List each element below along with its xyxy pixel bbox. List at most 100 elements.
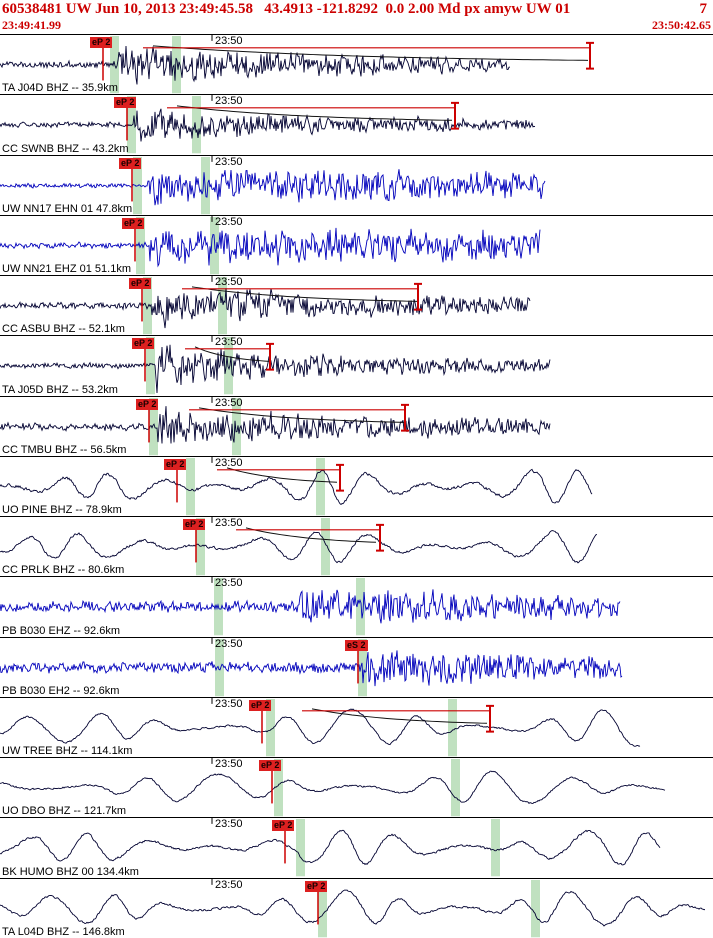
trace-panel[interactable]: 23:50 PB B030 EHZ -- 92.6km [0,576,713,637]
phase-pick-flag[interactable]: eP 2 [272,820,295,832]
trace-panel[interactable]: 23:50 eP 2 UW NN17 EHN 01 47.8km [0,154,713,215]
station-label: TA L04D BHZ -- 146.8km [2,925,125,938]
minute-tick-label: 23:50 [215,215,243,228]
trace-list: 23:50 eP 2 TA J04D BHZ -- 35.9km 23:50 eP 2 C… [0,34,713,938]
waveform-plot[interactable] [0,95,713,154]
trace-count: 7 [699,1,708,17]
phase-pick-flag[interactable]: eP 2 [259,760,282,772]
duration-marker[interactable] [336,463,344,492]
header-line2: 23:49:41.99 23:50:42.65 [0,18,713,33]
duration-marker[interactable] [401,403,409,432]
phase-window-band [266,698,275,757]
duration-marker[interactable] [451,102,459,130]
phase-pick-flag[interactable]: eP 2 [122,217,145,229]
trace-panel[interactable]: 23:50 eP 2 UW TREE BHZ -- 114.1km [0,696,713,757]
station-label: CC TMBU BHZ -- 56.5km [2,443,127,456]
phase-pick-flag[interactable]: eP 2 [249,699,272,711]
station-label: UO PINE BHZ -- 78.9km [2,504,122,517]
duration-marker[interactable] [414,282,422,311]
phase-window-band [274,759,283,817]
phase-window-band [318,879,327,937]
phase-window-band [224,337,233,395]
coda-decay-curve [152,45,589,61]
trace-panel[interactable]: 23:50 eP 2 CC TMBU BHZ -- 56.5km [0,395,713,456]
waveform-plot[interactable] [0,697,713,757]
duration-marker[interactable] [266,343,274,371]
waveform-plot[interactable] [0,35,713,94]
phase-pick-flag[interactable]: eP 2 [136,398,159,410]
trace-panel[interactable]: 23:50 eP 2 TA L04D BHZ -- 146.8km [0,877,713,938]
coda-decay-curve [198,406,405,423]
minute-tick-label: 23:50 [215,336,243,349]
minute-tick-label: 23:50 [215,697,243,710]
minute-tick-label: 23:50 [215,155,243,168]
phase-window-band [149,397,158,455]
phase-window-band [296,819,305,877]
station-label: PB B030 EHZ -- 92.6km [2,624,120,637]
trace-panel[interactable]: 23:50 eP 2 CC ASBU BHZ -- 52.1km [0,275,713,335]
phase-pick-flag[interactable]: eP 2 [164,458,187,470]
duration-marker[interactable] [376,524,384,552]
waveform-plot[interactable] [0,396,713,456]
station-label: CC PRLK BHZ -- 80.6km [2,564,125,577]
coda-decay-curve [176,105,452,122]
phase-window-band [192,96,201,154]
phase-window-band [218,277,227,335]
waveform-plot[interactable] [0,456,713,516]
duration-marker[interactable] [586,41,594,70]
waveform [0,708,641,747]
waveform-plot[interactable] [0,517,713,576]
trace-panel[interactable]: 23:50 eP 2 UO PINE BHZ -- 78.9km [0,455,713,517]
event-summary: 60538481 UW Jun 10, 2013 23:49:45.58 43.… [2,1,571,17]
coda-decay-curve [191,286,418,302]
waveform [0,589,621,624]
trace-panel[interactable]: 23:50 eP 2 CC SWNB BHZ -- 43.2km [0,94,713,155]
minute-tick-label: 23:50 [215,276,243,289]
coda-decay-curve [194,346,271,363]
phase-window-band [127,96,136,154]
waveform-plot[interactable] [0,577,713,636]
phase-pick-flag[interactable]: eP 2 [305,880,328,892]
waveform [0,830,661,866]
waveform [0,108,536,142]
phase-window-band [531,879,540,937]
trace-panel[interactable]: 23:50 eP 2 UW NN21 EHZ 01 51.1km [0,214,713,275]
station-label: UW NN17 EHN 01 47.8km [2,202,133,215]
minute-tick-label: 23:50 [215,95,243,108]
phase-window-band [143,277,152,335]
phase-pick-flag[interactable]: eP 2 [132,338,155,350]
waveform-plot[interactable] [0,276,713,335]
phase-window-band [451,759,460,817]
station-label: CC SWNB BHZ -- 43.2km [2,142,129,155]
waveform [0,770,666,805]
phase-window-band [356,578,365,636]
minute-tick-label: 23:50 [215,878,243,891]
coda-decay-curve [245,527,377,543]
station-label: UO DBO BHZ -- 121.7km [2,805,127,818]
phase-window-band [491,819,500,877]
minute-tick-label: 23:50 [215,517,243,530]
waveform [0,889,705,927]
minute-tick-label: 23:50 [215,577,243,590]
trace-panel[interactable]: 23:50 eS 2 PB B030 EH2 -- 92.6km [0,636,713,697]
phase-pick-flag[interactable]: eS 2 [345,639,368,651]
phase-window-band [321,518,330,576]
trace-panel[interactable]: 23:50 eP 2 CC PRLK BHZ -- 80.6km [0,516,713,576]
phase-pick-flag[interactable]: eP 2 [129,278,152,290]
phase-pick-flag[interactable]: eP 2 [119,157,142,169]
minute-tick-label: 23:50 [215,396,243,409]
window-start-time: 23:49:41.99 [2,18,61,32]
phase-pick-flag[interactable]: eP 2 [114,97,137,109]
trace-panel[interactable]: 23:50 eP 2 TA J04D BHZ -- 35.9km [0,34,713,94]
waveform [0,227,541,268]
minute-tick-label: 23:50 [215,758,243,771]
duration-marker[interactable] [486,704,494,733]
trace-panel[interactable]: 23:50 eP 2 UO DBO BHZ -- 121.7km [0,757,713,817]
minute-tick-label: 23:50 [215,35,243,47]
phase-pick-flag[interactable]: eP 2 [183,519,206,531]
trace-panel[interactable]: 23:50 eP 2 TA J05D BHZ -- 53.2km [0,335,713,396]
phase-pick-flag[interactable]: eP 2 [90,37,113,48]
trace-panel[interactable]: 23:50 eP 2 BK HUMO BHZ 00 134.4km [0,817,713,878]
header: 60538481 UW Jun 10, 2013 23:49:45.58 43.… [0,0,713,34]
